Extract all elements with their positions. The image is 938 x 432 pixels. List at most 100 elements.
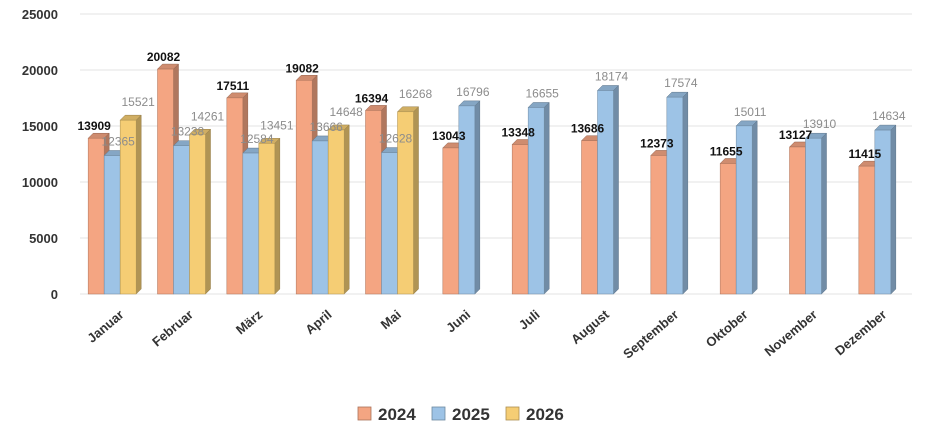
data-label-2026-März: 13451 <box>260 118 294 132</box>
bar-2024-Januar <box>87 137 105 295</box>
x-tick-label: April <box>302 307 334 338</box>
data-label-2024-Februar: 20082 <box>147 50 181 64</box>
bar-2025-Juni <box>458 105 476 295</box>
data-label-2025-Oktober: 15011 <box>734 105 767 119</box>
bar-2026-Januar <box>119 119 137 295</box>
x-tick-label: Februar <box>149 307 196 350</box>
data-label-2025-Juli: 16655 <box>525 86 559 100</box>
y-tick-label: 25000 <box>22 7 58 22</box>
bar-2025-Februar <box>173 145 190 295</box>
bar-side-2026-Januar <box>135 114 142 295</box>
data-label-2024-Mai: 16394 <box>355 91 389 105</box>
x-tick-label: August <box>568 306 612 347</box>
data-label-2025-Juni: 16796 <box>456 85 490 99</box>
bar-2026-April <box>327 129 345 295</box>
bar-2026-Mai <box>397 111 414 295</box>
data-label-2024-Dezember: 11415 <box>848 147 881 161</box>
bar-2025-August <box>597 90 614 295</box>
bar-side-2025-Dezember <box>890 124 897 295</box>
y-tick-label: 20000 <box>22 63 58 78</box>
legend-label-2025: 2025 <box>452 405 490 424</box>
data-label-2024-Juli: 13348 <box>501 126 535 140</box>
data-label-2025-Mai: 12628 <box>379 132 413 146</box>
bar-2024-Juli <box>511 144 529 295</box>
x-tick-label: Oktober <box>703 307 751 351</box>
bar-2026-Februar <box>189 134 206 295</box>
bar-2025-März <box>242 152 260 295</box>
bar-2024-April <box>295 80 313 295</box>
data-label-2025-Januar: 12365 <box>101 135 135 149</box>
bar-2025-April <box>311 140 329 295</box>
data-label-2025-November: 13910 <box>803 117 837 131</box>
bar-side-2025-Oktober <box>751 120 758 295</box>
x-tick-label: Juni <box>443 307 473 336</box>
data-label-2025-April: 13666 <box>309 120 343 134</box>
data-label-2024-November: 13127 <box>779 128 813 142</box>
x-tick-label: Mai <box>378 307 404 332</box>
data-label-2025-August: 18174 <box>595 69 629 83</box>
bar-side-2026-April <box>343 124 350 295</box>
legend: 2024 2025 2026 <box>357 405 564 424</box>
gridlines <box>80 13 912 295</box>
bar-2025-November <box>805 137 822 295</box>
bar-side-2025-Juni <box>474 100 481 295</box>
legend-swatch-2024 <box>357 406 372 421</box>
bar-side-2025-Juli <box>543 101 550 295</box>
data-labels: 13909 12365 15521 20082 13238 14261 17511 12584… <box>77 50 905 161</box>
y-tick-label: 5000 <box>29 231 58 246</box>
data-label-2024-Oktober: 11655 <box>710 144 743 158</box>
x-tick-label: März <box>233 306 266 337</box>
legend-swatch-2025 <box>431 406 446 421</box>
x-tick-label: Dezember <box>832 307 889 358</box>
data-label-2024-März: 17511 <box>216 79 249 93</box>
data-label-2024-August: 13686 <box>571 122 605 136</box>
x-tick-label: September <box>620 307 681 362</box>
bar-2024-September <box>650 155 668 295</box>
bar-2024-Dezember <box>858 165 876 295</box>
data-label-2026-Februar: 14261 <box>191 109 225 123</box>
data-label-2025-Dezember: 14634 <box>872 109 906 123</box>
bar-2025-Juli <box>527 107 545 295</box>
bar-side-2025-August <box>613 84 619 295</box>
x-axis: Januar Februar März April Mai Juni Juli August S… <box>84 306 889 361</box>
data-label-2024-April: 19082 <box>285 61 319 75</box>
bar-2024-Februar <box>157 68 174 295</box>
bars <box>87 63 897 295</box>
bar-2025-Dezember <box>874 129 892 295</box>
bar-2024-August <box>581 140 598 295</box>
bar-2024-Juni <box>442 147 460 295</box>
data-label-2024-September: 12373 <box>640 136 674 150</box>
data-label-2024-Juni: 13043 <box>432 129 466 143</box>
bar-2025-Januar <box>103 155 121 295</box>
bar-2024-November <box>789 146 806 295</box>
data-label-2025-März: 12584 <box>240 132 274 146</box>
data-label-2026-Mai: 16268 <box>399 87 433 101</box>
bar-side-2026-Mai <box>413 106 419 295</box>
bar-2024-März <box>226 97 244 295</box>
data-label-2026-April: 14648 <box>329 105 363 119</box>
y-tick-label: 0 <box>51 287 58 302</box>
y-axis: 0 5000 10000 15000 20000 25000 <box>22 7 58 302</box>
legend-label-2026: 2026 <box>526 405 564 424</box>
y-tick-label: 15000 <box>22 119 58 134</box>
data-label-2025-Februar: 13238 <box>171 125 205 139</box>
x-tick-label: November <box>762 307 820 359</box>
bar-side-2025-September <box>682 91 689 295</box>
data-label-2026-Januar: 15521 <box>121 95 155 109</box>
bar-side-2026-Februar <box>205 128 211 295</box>
data-label-2025-September: 17574 <box>664 76 698 90</box>
bar-side-2026-März <box>274 137 281 295</box>
bar-2026-März <box>258 143 276 295</box>
legend-label-2024: 2024 <box>378 405 416 424</box>
bar-2025-September <box>666 96 684 295</box>
bar-2024-Oktober <box>719 163 737 295</box>
legend-swatch-2026 <box>505 406 520 421</box>
bar-2025-Oktober <box>735 125 753 295</box>
data-label-2024-Januar: 13909 <box>77 119 111 133</box>
y-tick-label: 10000 <box>22 175 58 190</box>
bar-side-2025-November <box>821 132 827 295</box>
bar-2025-Mai <box>381 152 398 295</box>
x-tick-label: Januar <box>84 307 126 346</box>
x-tick-label: Juli <box>516 307 543 333</box>
